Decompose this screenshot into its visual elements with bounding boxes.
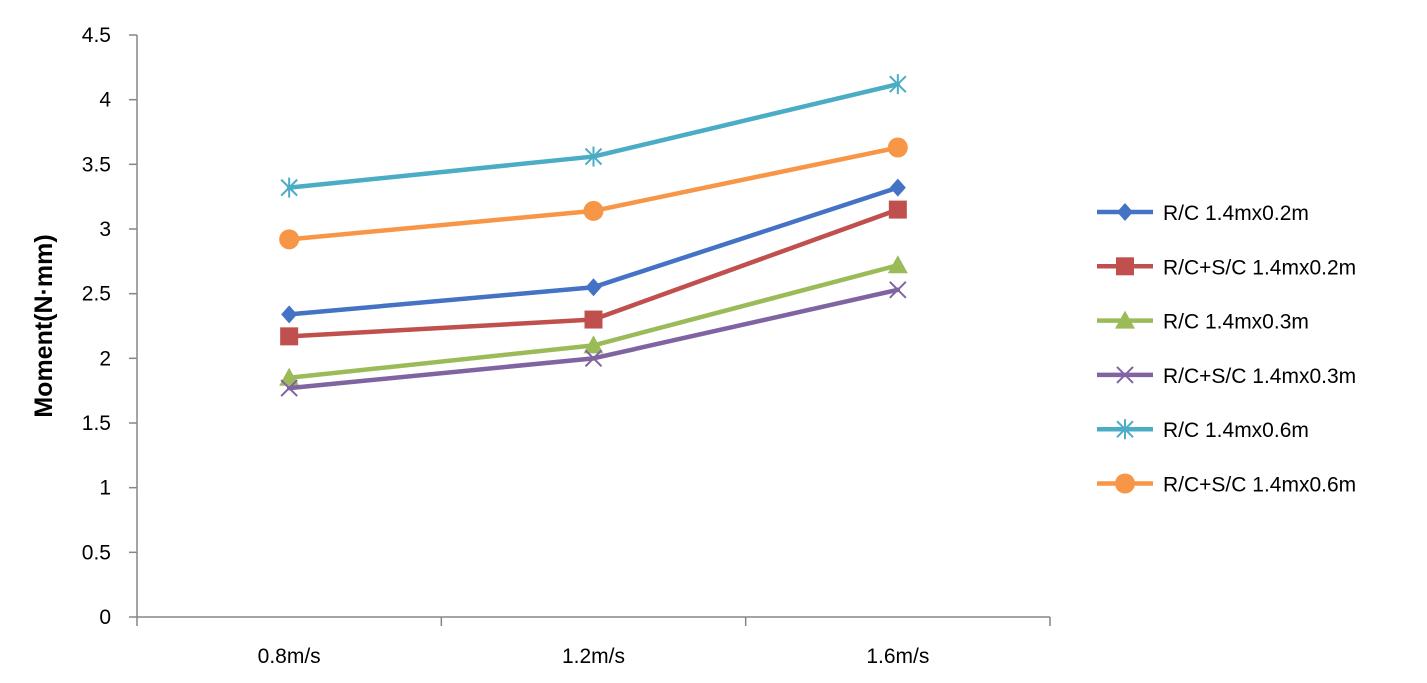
legend-label: R/C 1.4mx0.6m bbox=[1163, 419, 1309, 442]
data-point-marker bbox=[279, 229, 300, 250]
series-6 bbox=[279, 137, 908, 250]
legend-swatch-marker bbox=[1115, 310, 1135, 329]
legend-item: R/C 1.4mx0.3m bbox=[1097, 310, 1309, 334]
y-axis: 0 0.5 1 1.5 2 2.5 3 3.5 4 4.5 bbox=[82, 24, 138, 629]
legend-item: R/C+S/C 1.4mx0.2m bbox=[1097, 256, 1356, 279]
series-line bbox=[286, 81, 901, 190]
legend-swatch-marker bbox=[1116, 419, 1134, 440]
y-tick-label: 3.5 bbox=[82, 153, 111, 176]
legend-label: R/C 1.4mx0.3m bbox=[1163, 311, 1309, 334]
marker-stroke bbox=[1116, 366, 1134, 384]
x-tick-label: 0.8m/s bbox=[258, 645, 321, 668]
series-1 bbox=[281, 178, 906, 324]
data-point-marker bbox=[887, 137, 908, 158]
legend-item: R/C 1.4mx0.6m bbox=[1097, 419, 1309, 442]
y-tick-label: 2.5 bbox=[82, 283, 111, 306]
y-tick-label: 1.5 bbox=[82, 412, 111, 435]
data-point-marker bbox=[280, 327, 299, 346]
data-point-marker bbox=[888, 200, 907, 219]
data-point-marker bbox=[281, 305, 298, 324]
data-point-marker bbox=[887, 255, 908, 274]
marker-stroke bbox=[280, 379, 298, 397]
data-point-marker bbox=[585, 278, 602, 297]
legend-item: R/C+S/C 1.4mx0.6m bbox=[1097, 473, 1356, 497]
data-point-marker bbox=[279, 367, 300, 386]
series-layer bbox=[279, 74, 908, 397]
legend-label: R/C+S/C 1.4mx0.2m bbox=[1163, 256, 1356, 279]
legend-swatch-marker bbox=[1115, 473, 1135, 494]
series-3 bbox=[279, 255, 908, 386]
x-tick-label: 1.2m/s bbox=[562, 645, 625, 668]
y-tick-label: 4 bbox=[99, 89, 111, 112]
y-axis-title: Moment(N·mm) bbox=[30, 234, 58, 417]
legend-swatch-marker bbox=[1116, 366, 1134, 384]
legend-label: R/C 1.4mx0.2m bbox=[1163, 202, 1309, 225]
y-tick-label: 0.5 bbox=[82, 541, 111, 564]
legend: R/C 1.4mx0.2m R/C+S/C 1.4mx0.2m R/C 1.4mx0… bbox=[1097, 202, 1356, 497]
x-axis: 0.8m/s 1.2m/s 1.6m/s bbox=[136, 616, 1051, 668]
data-point-marker bbox=[280, 177, 298, 198]
marker-stroke bbox=[584, 349, 603, 368]
data-point-marker bbox=[584, 310, 603, 329]
data-point-marker bbox=[584, 146, 603, 167]
marker-stroke bbox=[889, 281, 907, 299]
legend-label: R/C+S/C 1.4mx0.3m bbox=[1163, 365, 1356, 388]
x-tick-label: 1.6m/s bbox=[866, 645, 929, 668]
series-5 bbox=[280, 74, 907, 198]
data-point-marker bbox=[889, 74, 907, 95]
data-point-marker bbox=[280, 379, 298, 397]
data-point-marker bbox=[889, 178, 906, 197]
data-point-marker bbox=[583, 200, 604, 221]
legend-label: R/C+S/C 1.4mx0.6m bbox=[1163, 474, 1356, 497]
y-tick-label: 2 bbox=[99, 347, 111, 370]
y-tick-label: 0 bbox=[99, 606, 111, 629]
y-tick-label: 4.5 bbox=[82, 24, 111, 47]
legend-item: R/C+S/C 1.4mx0.3m bbox=[1097, 365, 1356, 388]
legend-item: R/C 1.4mx0.2m bbox=[1097, 202, 1309, 225]
data-point-marker bbox=[889, 281, 907, 299]
y-tick-label: 1 bbox=[99, 477, 111, 500]
y-tick-label: 3 bbox=[99, 218, 111, 241]
data-point-marker bbox=[583, 335, 604, 354]
legend-swatch-marker bbox=[1116, 257, 1134, 276]
series-4 bbox=[280, 281, 907, 397]
data-point-marker bbox=[584, 349, 603, 368]
legend-swatch-marker bbox=[1117, 203, 1133, 221]
series-2 bbox=[280, 200, 907, 346]
